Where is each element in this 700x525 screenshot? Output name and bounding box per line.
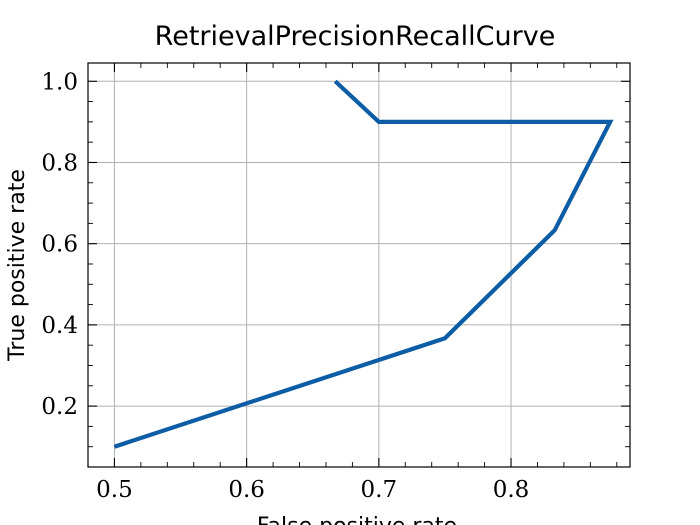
chart-title: RetrievalPrecisionRecallCurve [155, 21, 556, 52]
y-axis-label: True positive rate [5, 169, 30, 362]
ticks [87, 63, 630, 468]
grid [88, 63, 630, 467]
y-tick-label: 0.4 [41, 313, 78, 339]
y-tick-label: 0.8 [41, 150, 78, 176]
x-tick-label: 0.7 [361, 477, 398, 503]
series-line [113, 79, 614, 449]
tick-labels: 0.5 0.6 0.7 0.8 0.2 0.4 0.6 0.8 1.0 [41, 69, 529, 503]
x-axis-label: False positive rate [257, 514, 457, 525]
plot-frame [87, 62, 631, 468]
x-tick-label: 0.5 [96, 477, 133, 503]
x-tick-label: 0.6 [228, 477, 265, 503]
y-tick-label: 1.0 [41, 69, 78, 95]
y-tick-label: 0.6 [41, 232, 78, 258]
x-tick-label: 0.8 [493, 477, 530, 503]
y-tick-label: 0.2 [41, 394, 78, 420]
series-layer [113, 79, 614, 449]
